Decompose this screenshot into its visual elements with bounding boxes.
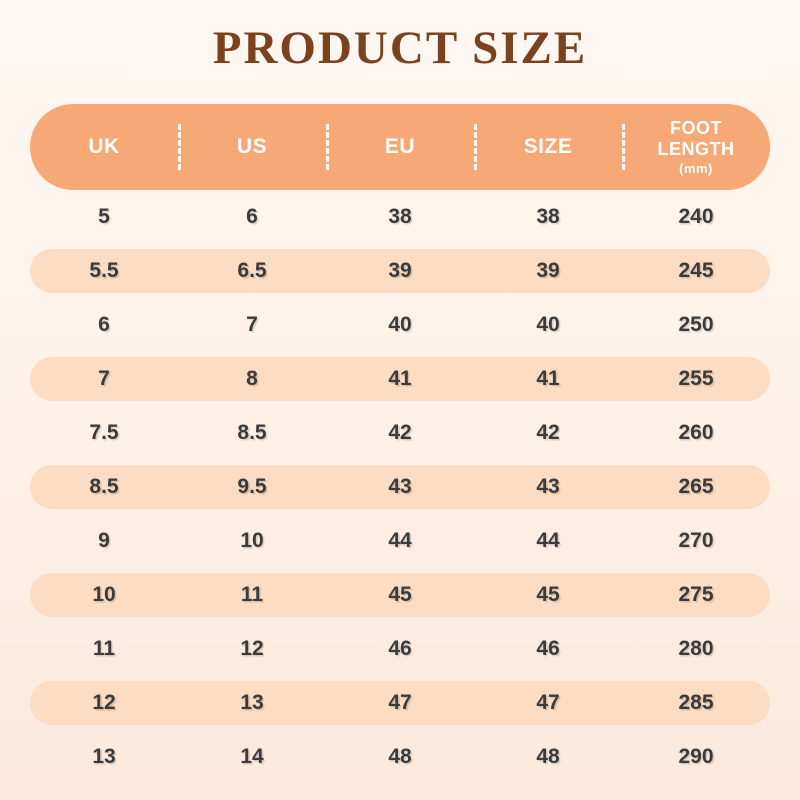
column-divider: [474, 124, 477, 170]
table-cell: 38: [388, 205, 412, 228]
table-cell: 240: [678, 205, 714, 228]
header-label-foot-length: FOOT LENGTH: [657, 118, 735, 159]
table-cell: 45: [536, 583, 560, 606]
header-label-size: SIZE: [523, 134, 573, 158]
table-cell: 12: [240, 637, 264, 660]
header-label-us: US: [236, 134, 268, 158]
table-cell: 255: [678, 367, 714, 390]
table-row: 7.5 8.5 42 42 260: [30, 406, 770, 460]
table-cell: 42: [536, 421, 560, 444]
table-cell: 275: [678, 583, 714, 606]
table-cell: 285: [678, 691, 714, 714]
table-cell: 290: [678, 745, 714, 768]
table-row: 8.5 9.5 43 43 265: [30, 460, 770, 514]
header-cell-uk: UK: [30, 104, 178, 190]
table-cell: 8.5: [237, 421, 267, 444]
table-cell: 13: [92, 745, 116, 768]
table-cell: 270: [678, 529, 714, 552]
table-cell: 265: [678, 475, 714, 498]
row-highlight: [30, 249, 770, 293]
row-highlight: [30, 357, 770, 401]
table-cell: 7: [246, 313, 258, 336]
table-cell: 5: [98, 205, 110, 228]
table-body: 5 6 38 38 240 5.5 6.5 39 39 245 6 7 40 40 250 7 8 41 41 255…: [30, 190, 770, 784]
column-divider: [622, 124, 625, 170]
table-cell: 47: [536, 691, 560, 714]
column-divider: [178, 124, 181, 170]
table-cell: 48: [536, 745, 560, 768]
table-cell: 44: [388, 529, 412, 552]
table-row: 13 14 48 48 290: [30, 730, 770, 784]
table-cell: 47: [388, 691, 412, 714]
table-cell: 12: [92, 691, 116, 714]
header-cell-size: SIZE: [474, 104, 622, 190]
table-cell: 5.5: [89, 259, 119, 282]
table-row: 12 13 47 47 285: [30, 676, 770, 730]
table-cell: 10: [240, 529, 264, 552]
table-cell: 41: [388, 367, 412, 390]
size-table: UK US EU SIZE FOOT LENGTH (mm) 5 6 38 38 240 5…: [30, 104, 770, 784]
table-cell: 7.5: [89, 421, 119, 444]
header-cell-foot-length: FOOT LENGTH (mm): [622, 104, 770, 190]
table-cell: 40: [388, 313, 412, 336]
row-highlight: [30, 573, 770, 617]
table-row: 5.5 6.5 39 39 245: [30, 244, 770, 298]
table-cell: 43: [388, 475, 412, 498]
table-cell: 46: [536, 637, 560, 660]
table-cell: 6: [98, 313, 110, 336]
table-cell: 41: [536, 367, 560, 390]
table-cell: 44: [536, 529, 560, 552]
table-cell: 43: [536, 475, 560, 498]
table-cell: 280: [678, 637, 714, 660]
table-cell: 260: [678, 421, 714, 444]
table-cell: 6: [246, 205, 258, 228]
table-row: 10 11 45 45 275: [30, 568, 770, 622]
table-cell: 7: [98, 367, 110, 390]
table-header-row: UK US EU SIZE FOOT LENGTH (mm): [30, 104, 770, 190]
table-cell: 11: [240, 583, 264, 606]
header-label-eu: EU: [384, 134, 416, 158]
header-sublabel-mm: (mm): [679, 160, 713, 176]
page-title: PRODUCT SIZE: [212, 22, 588, 74]
table-cell: 45: [388, 583, 412, 606]
table-cell: 10: [92, 583, 116, 606]
table-cell: 8: [246, 367, 258, 390]
table-row: 11 12 46 46 280: [30, 622, 770, 676]
table-cell: 39: [536, 259, 560, 282]
table-row: 7 8 41 41 255: [30, 352, 770, 406]
table-cell: 46: [388, 637, 412, 660]
table-cell: 9: [98, 529, 110, 552]
table-cell: 8.5: [89, 475, 119, 498]
table-cell: 245: [678, 259, 714, 282]
table-cell: 48: [388, 745, 412, 768]
table-cell: 6.5: [237, 259, 267, 282]
header-cell-us: US: [178, 104, 326, 190]
table-row: 6 7 40 40 250: [30, 298, 770, 352]
row-highlight: [30, 681, 770, 725]
header-label-uk: UK: [88, 134, 120, 158]
table-row: 9 10 44 44 270: [30, 514, 770, 568]
header-cell-eu: EU: [326, 104, 474, 190]
column-divider: [326, 124, 329, 170]
table-cell: 13: [240, 691, 264, 714]
table-row: 5 6 38 38 240: [30, 190, 770, 244]
table-cell: 11: [92, 637, 116, 660]
table-cell: 42: [388, 421, 412, 444]
row-highlight: [30, 465, 770, 509]
table-cell: 9.5: [237, 475, 267, 498]
table-cell: 38: [536, 205, 560, 228]
table-cell: 39: [388, 259, 412, 282]
table-cell: 40: [536, 313, 560, 336]
table-cell: 14: [240, 745, 264, 768]
table-cell: 250: [678, 313, 714, 336]
